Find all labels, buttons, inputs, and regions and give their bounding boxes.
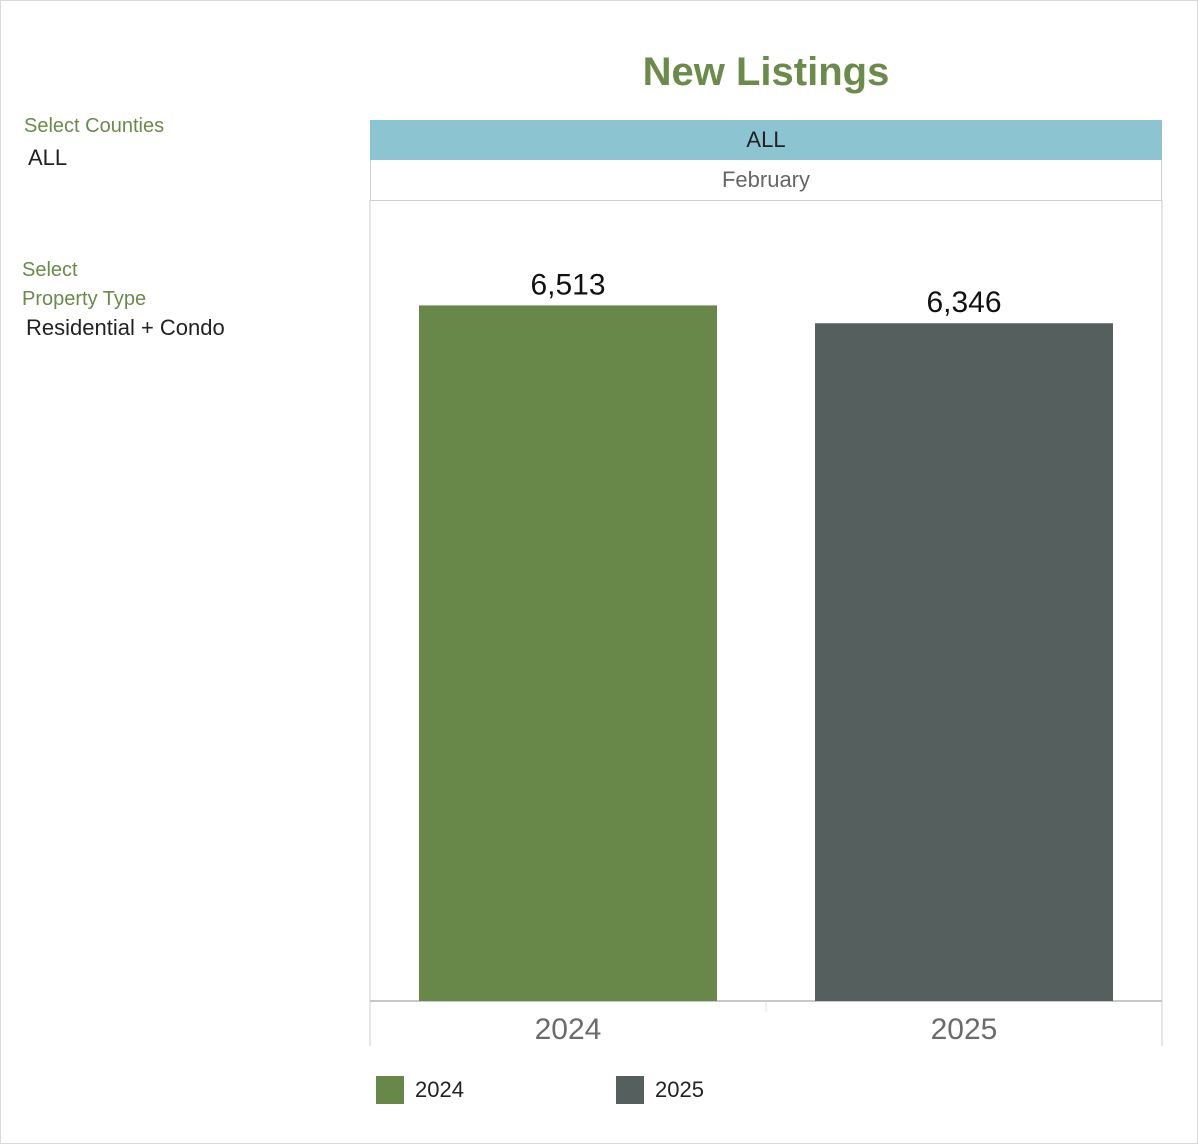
x-tick-label-2025: 2025 xyxy=(931,1013,998,1046)
month-header: February xyxy=(370,160,1162,201)
select-property-type-label-line1: Select xyxy=(22,259,78,281)
legend-swatch-2024 xyxy=(376,1076,404,1104)
select-property-type-label-line2: Property Type xyxy=(22,288,147,310)
data-label-2024: 6,513 xyxy=(530,268,605,301)
legend-item-2025[interactable]: 2025 xyxy=(616,1076,704,1104)
legend-label-2025: 2025 xyxy=(655,1077,704,1102)
bar-2024 xyxy=(419,305,717,1001)
legend-item-2024[interactable]: 2024 xyxy=(376,1076,464,1104)
county-header: ALL xyxy=(370,120,1162,160)
select-property-type-value[interactable]: Residential + Condo xyxy=(26,315,225,340)
x-tick-label-2024: 2024 xyxy=(535,1013,602,1046)
legend-label-2024: 2024 xyxy=(415,1077,464,1102)
chart-title: New Listings xyxy=(642,50,890,94)
select-counties-label: Select Counties xyxy=(24,115,165,137)
bar-2025 xyxy=(815,323,1113,1001)
data-label-2025: 6,346 xyxy=(926,286,1001,319)
legend-swatch-2025 xyxy=(616,1076,644,1104)
select-counties-value[interactable]: ALL xyxy=(28,145,68,170)
